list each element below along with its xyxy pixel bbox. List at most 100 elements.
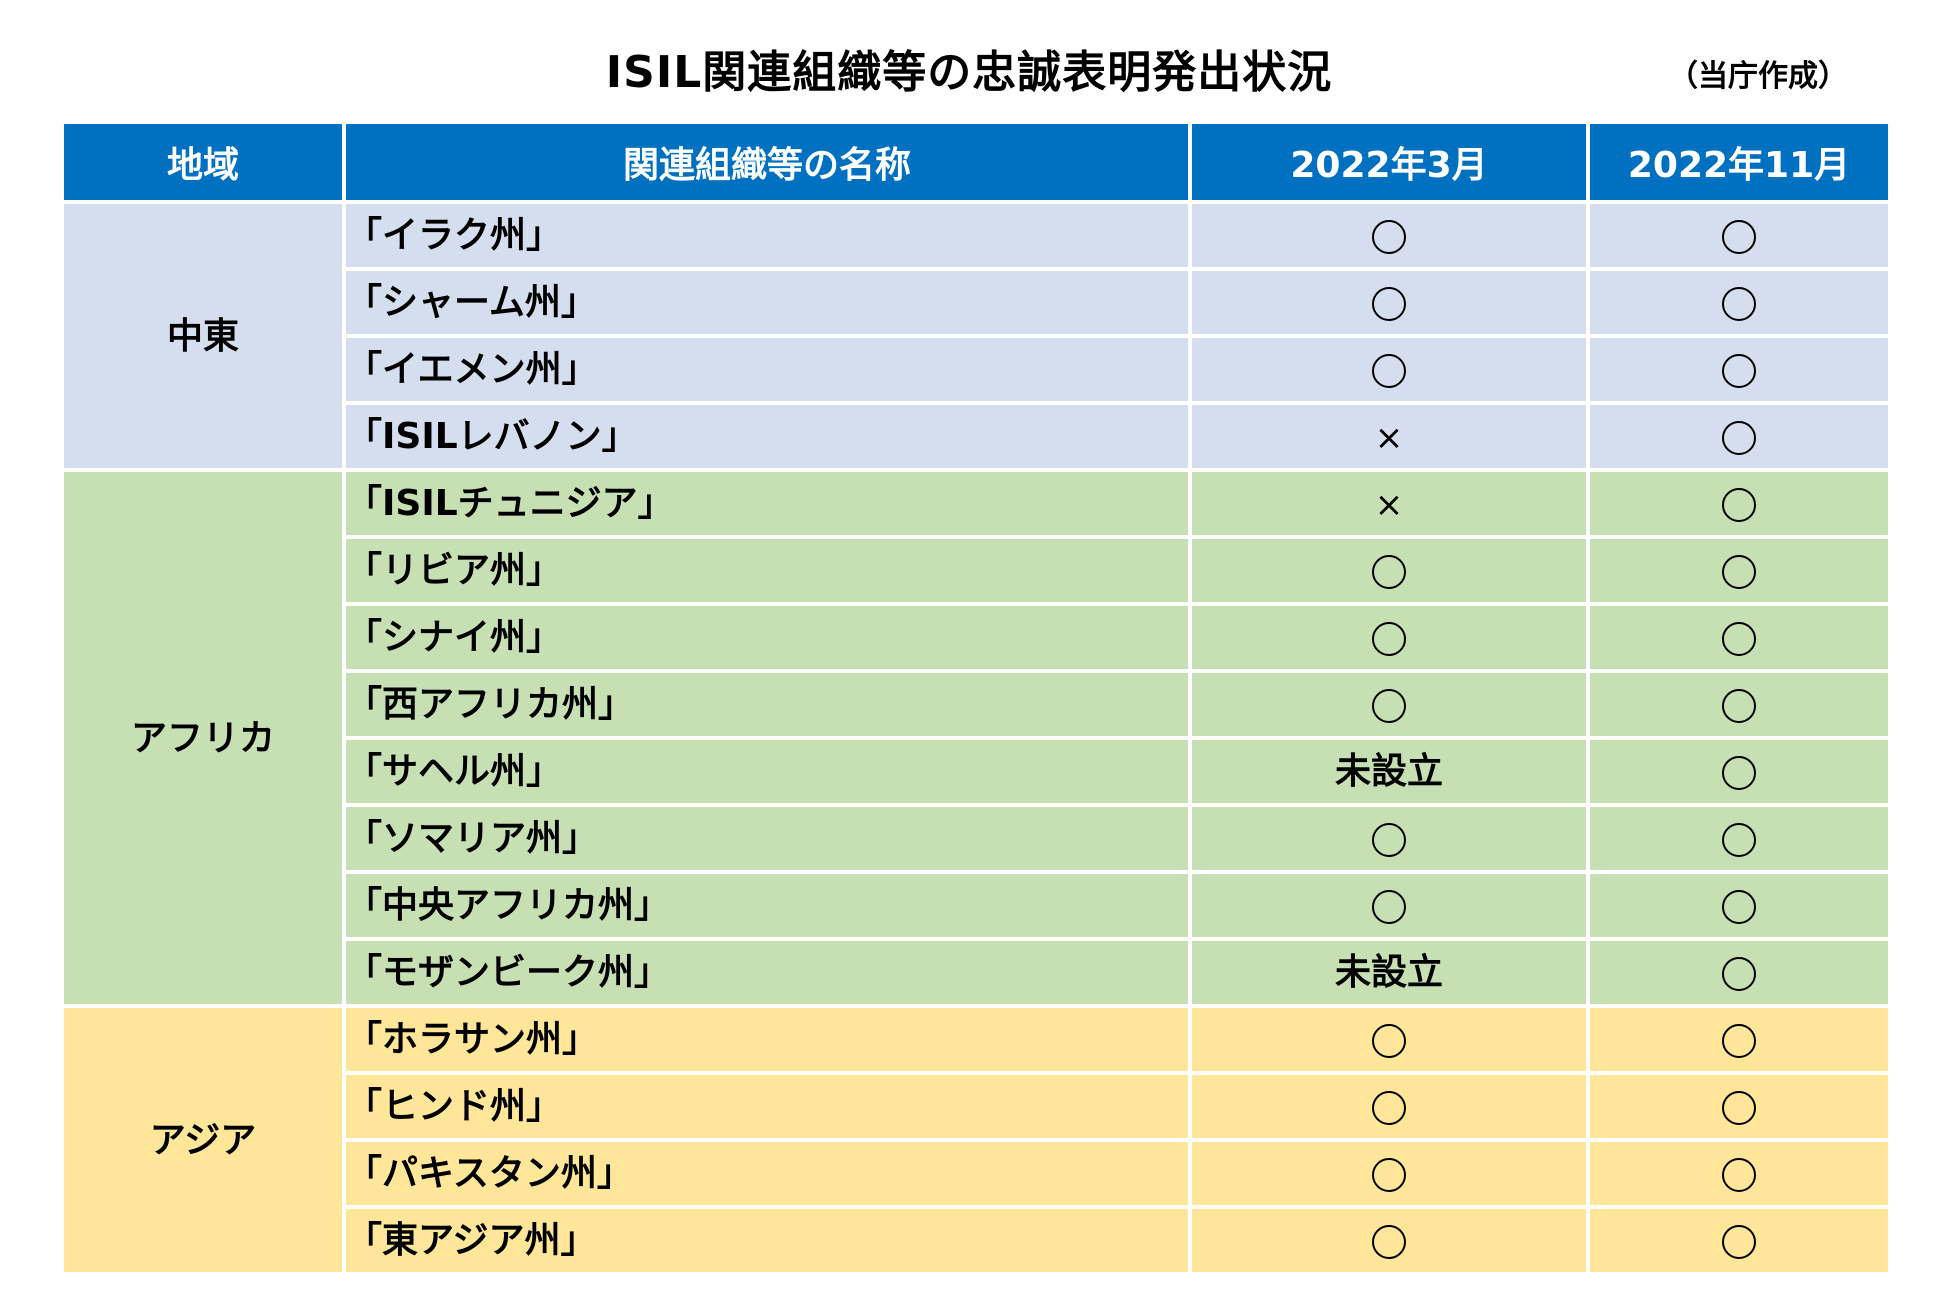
region-cell: 中東	[60, 200, 346, 472]
cross-mark-icon: ×	[1374, 485, 1404, 525]
circle-mark-icon	[1722, 287, 1756, 321]
circle-mark-icon	[1722, 756, 1756, 790]
organization-name-cell: 「ISILレバノン」	[342, 401, 1192, 472]
circle-mark-icon	[1722, 1225, 1756, 1259]
march-status-cell	[1188, 669, 1590, 740]
organization-name-cell: 「リビア州」	[342, 535, 1192, 606]
table-row: 「リビア州」	[62, 535, 1892, 606]
march-status-cell	[1188, 870, 1590, 941]
circle-mark-icon	[1722, 689, 1756, 723]
circle-mark-icon	[1372, 1158, 1406, 1192]
table-row: 「ヒンド州」	[62, 1071, 1892, 1142]
organization-name-cell: 「パキスタン州」	[342, 1138, 1192, 1209]
region-cell: アジア	[60, 1004, 346, 1276]
march-status-cell	[1188, 200, 1590, 271]
organization-name-cell: 「シナイ州」	[342, 602, 1192, 673]
table-row: 「イエメン州」	[62, 334, 1892, 405]
circle-mark-icon	[1372, 622, 1406, 656]
circle-mark-icon	[1372, 823, 1406, 857]
march-status-cell	[1188, 1004, 1590, 1075]
organization-name-cell: 「モザンビーク州」	[342, 937, 1192, 1008]
organization-name-cell: 「東アジア州」	[342, 1205, 1192, 1276]
circle-mark-icon	[1372, 287, 1406, 321]
march-status-cell	[1188, 267, 1590, 338]
circle-mark-icon	[1372, 1024, 1406, 1058]
header-2022-november: 2022年11月	[1586, 120, 1892, 204]
header-row: 地域 関連組織等の名称 2022年3月 2022年11月	[60, 120, 1892, 204]
circle-mark-icon	[1372, 689, 1406, 723]
circle-mark-icon	[1722, 622, 1756, 656]
circle-mark-icon	[1372, 354, 1406, 388]
organization-name-cell: 「イラク州」	[342, 200, 1192, 271]
november-status-cell	[1586, 267, 1892, 338]
circle-mark-icon	[1372, 220, 1406, 254]
organization-name-cell: 「ホラサン州」	[342, 1004, 1192, 1075]
circle-mark-icon	[1722, 1158, 1756, 1192]
march-status-cell: 未設立	[1188, 937, 1590, 1008]
november-status-cell	[1586, 401, 1892, 472]
november-status-cell	[1586, 535, 1892, 606]
november-status-cell	[1586, 468, 1892, 539]
table-row: 「ISILレバノン」 ×	[62, 401, 1892, 472]
march-status-cell	[1188, 535, 1590, 606]
cross-mark-icon: ×	[1374, 418, 1404, 458]
november-status-cell	[1586, 602, 1892, 673]
march-status-cell	[1188, 803, 1590, 874]
table-row: 「シナイ州」	[62, 602, 1892, 673]
table-row: 「シャーム州」	[62, 267, 1892, 338]
table-row: 「西アフリカ州」	[62, 669, 1892, 740]
march-status-cell	[1188, 1205, 1590, 1276]
table-row: 「東アジア州」	[62, 1205, 1892, 1276]
page-title: ISIL関連組織等の忠誠表明発出状況	[605, 47, 1333, 98]
november-status-cell	[1586, 200, 1892, 271]
march-status-cell: ×	[1188, 468, 1590, 539]
header-organization-name: 関連組織等の名称	[342, 120, 1192, 204]
table-row: アフリカ 「ISILチュニジア」 ×	[60, 468, 1892, 1008]
table-row: 「パキスタン州」	[62, 1138, 1892, 1209]
organization-name-cell: 「イエメン州」	[342, 334, 1192, 405]
table-row: 「モザンビーク州」 未設立	[62, 937, 1892, 1008]
header-2022-march: 2022年3月	[1188, 120, 1590, 204]
circle-mark-icon	[1372, 555, 1406, 589]
organization-name-cell: 「サヘル州」	[342, 736, 1192, 807]
organization-name-cell: 「シャーム州」	[342, 267, 1192, 338]
november-status-cell	[1586, 803, 1892, 874]
march-status-cell	[1188, 1138, 1590, 1209]
circle-mark-icon	[1722, 1091, 1756, 1125]
header-region: 地域	[60, 120, 346, 204]
circle-mark-icon	[1722, 957, 1756, 991]
march-status-cell: 未設立	[1188, 736, 1590, 807]
november-status-cell	[1586, 669, 1892, 740]
table-row: 中東 「イラク州」	[60, 200, 1892, 472]
november-status-cell	[1586, 1138, 1892, 1209]
organization-name-cell: 「西アフリカ州」	[342, 669, 1192, 740]
november-status-cell	[1586, 870, 1892, 941]
november-status-cell	[1586, 736, 1892, 807]
region-cell: アフリカ	[60, 468, 346, 1008]
circle-mark-icon	[1722, 354, 1756, 388]
organization-name-cell: 「ヒンド州」	[342, 1071, 1192, 1142]
november-status-cell	[1586, 1205, 1892, 1276]
circle-mark-icon	[1722, 488, 1756, 522]
table-row: アジア 「ホラサン州」	[60, 1004, 1892, 1276]
organization-name-cell: 「ソマリア州」	[342, 803, 1192, 874]
circle-mark-icon	[1722, 1024, 1756, 1058]
table-body: 中東 「イラク州」 「シャーム州」 「イエメン州」 「ISILレバノン」 × アフリカ 「IS…	[60, 200, 1892, 1276]
november-status-cell	[1586, 334, 1892, 405]
circle-mark-icon	[1722, 421, 1756, 455]
organization-name-cell: 「中央アフリカ州」	[342, 870, 1192, 941]
organization-name-cell: 「ISILチュニジア」	[342, 468, 1192, 539]
march-status-cell	[1188, 334, 1590, 405]
circle-mark-icon	[1722, 555, 1756, 589]
november-status-cell	[1586, 1004, 1892, 1075]
november-status-cell	[1586, 1071, 1892, 1142]
november-status-cell	[1586, 937, 1892, 1008]
march-status-cell	[1188, 602, 1590, 673]
table-row: 「サヘル州」 未設立	[62, 736, 1892, 807]
circle-mark-icon	[1722, 220, 1756, 254]
circle-mark-icon	[1722, 890, 1756, 924]
table-row: 「中央アフリカ州」	[62, 870, 1892, 941]
circle-mark-icon	[1722, 823, 1756, 857]
march-status-cell	[1188, 1071, 1590, 1142]
circle-mark-icon	[1372, 1091, 1406, 1125]
